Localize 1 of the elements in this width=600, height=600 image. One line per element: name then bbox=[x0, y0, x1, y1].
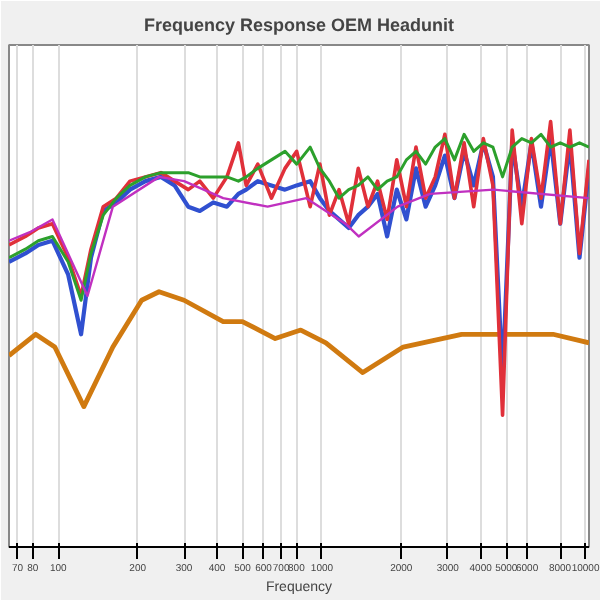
chart-title: Frequency Response OEM Headunit bbox=[143, 15, 455, 35]
